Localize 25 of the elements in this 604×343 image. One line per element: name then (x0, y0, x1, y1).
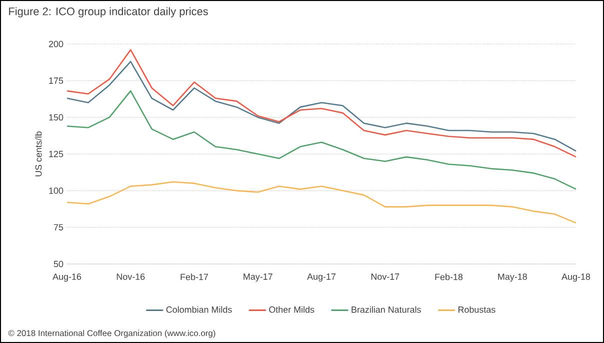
y-tick-label: 50 (54, 260, 64, 268)
x-tick-label: Aug-17 (307, 274, 336, 282)
legend-label: Robustas (458, 306, 496, 313)
line-series (66, 90, 577, 190)
text: © 2018 International Coffee Organization (www.ico.org) (8, 330, 216, 338)
legend-label: Colombian Milds (166, 306, 232, 313)
y-axis-title: US cents/lb (35, 131, 42, 176)
chart-title: Figure 2: ICO group indicator daily prices (9, 7, 208, 18)
legend-label: Other Milds (269, 306, 314, 313)
x-tick-label: Feb-17 (180, 274, 208, 280)
x-tick-label: Aug-16 (52, 274, 82, 282)
x-tick-label: Feb-18 (435, 274, 463, 280)
y-tick-label: 75 (54, 224, 64, 230)
x-tick-label: Aug-18 (562, 274, 590, 282)
x-tick-label: May-18 (498, 274, 527, 282)
x-tick-label: Nov-16 (116, 274, 145, 280)
legend-label: Brazilian Naturals (352, 306, 421, 313)
line-series (66, 60, 577, 152)
y-tick-label: 175 (49, 78, 64, 84)
y-tick-label: 150 (49, 114, 64, 121)
x-tick-label: May-17 (244, 274, 272, 282)
y-tick-label: 100 (49, 187, 64, 194)
x-tick-label: Nov-17 (371, 274, 400, 280)
y-tick-label: 200 (48, 40, 64, 48)
y-tick-label: 125 (49, 150, 64, 158)
